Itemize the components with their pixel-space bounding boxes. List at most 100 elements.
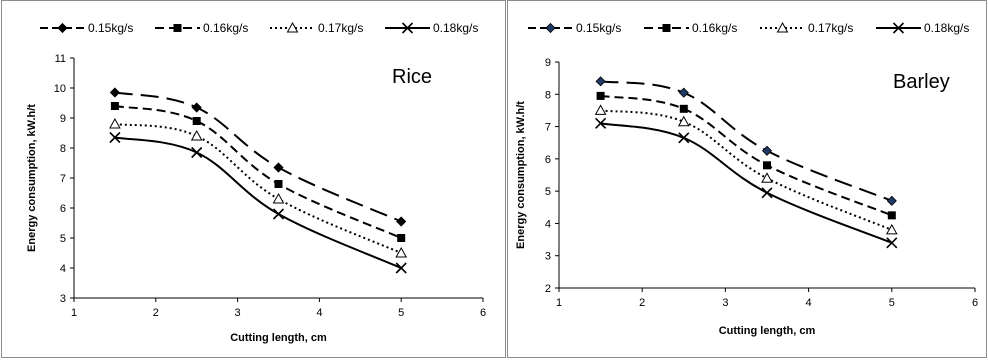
legend-marker xyxy=(57,22,68,34)
series-0.18kg/s xyxy=(595,117,898,249)
legend-label: 0.15kg/s xyxy=(88,21,133,35)
legend-label: 0.18kg/s xyxy=(433,21,478,35)
data-point xyxy=(761,145,773,156)
y-tick-label: 9 xyxy=(545,57,551,69)
legend-label: 0.17kg/s xyxy=(808,21,853,35)
series-0.15kg/s xyxy=(595,76,897,206)
data-point xyxy=(109,117,121,129)
legend-label: 0.16kg/s xyxy=(203,21,248,35)
y-tick-label: 11 xyxy=(55,53,66,65)
x-tick-label: 3 xyxy=(235,307,241,319)
y-tick-label: 5 xyxy=(545,186,551,198)
series-0.16kg/s xyxy=(596,91,896,220)
series-line xyxy=(600,109,893,231)
data-point xyxy=(677,115,690,127)
data-point xyxy=(273,162,284,173)
legend-marker xyxy=(892,22,905,34)
chart-annotation: Rice xyxy=(392,66,432,88)
legend-marker xyxy=(545,22,556,34)
data-point xyxy=(596,91,605,100)
data-point xyxy=(191,146,203,159)
data-point xyxy=(274,180,283,188)
data-point xyxy=(679,104,688,113)
x-tick-label: 6 xyxy=(480,307,486,319)
x-tick-label: 3 xyxy=(722,297,728,309)
data-point xyxy=(272,208,285,220)
legend-label: 0.17kg/s xyxy=(318,21,363,35)
legend-marker xyxy=(401,22,414,34)
x-axis-title: Cutting length, cm xyxy=(719,325,816,337)
data-point xyxy=(192,117,201,125)
x-tick-label: 2 xyxy=(153,307,159,319)
chart-panel-barley: 2 3 4 5 6 7 8 9 1 2 3 4 5 6 Cutting length, cm Energy c… xyxy=(507,0,987,358)
y-tick-label: 3 xyxy=(545,251,551,263)
y-tick-label: 4 xyxy=(60,263,66,275)
data-point xyxy=(763,161,771,170)
legend-marker xyxy=(286,21,299,33)
data-point xyxy=(678,87,689,98)
chart-annotation: Barley xyxy=(893,71,950,93)
series-0.16kg/s xyxy=(110,102,406,242)
series-line xyxy=(600,80,893,202)
y-tick-label: 5 xyxy=(60,233,66,245)
data-point xyxy=(110,102,119,110)
y-axis-title: Energy consumption, kW.h/t xyxy=(515,101,527,249)
data-point xyxy=(109,87,120,98)
x-tick-label: 5 xyxy=(398,307,404,319)
legend-marker xyxy=(776,21,789,33)
y-tick-label: 6 xyxy=(545,154,551,166)
y-tick-label: 3 xyxy=(60,293,66,305)
legend-label: 0.15kg/s xyxy=(576,21,621,35)
data-point xyxy=(886,237,898,249)
data-point xyxy=(887,211,896,220)
x-tick-label: 4 xyxy=(316,307,322,319)
data-point xyxy=(761,187,773,199)
data-point xyxy=(595,76,606,87)
data-point xyxy=(594,104,607,115)
legend-label: 0.16kg/s xyxy=(692,21,737,35)
data-point xyxy=(395,246,408,258)
series-0.18kg/s xyxy=(109,131,407,274)
legend-marker xyxy=(173,24,182,32)
y-tick-label: 2 xyxy=(545,283,551,295)
x-axis-title: Cutting length, cm xyxy=(230,332,327,344)
y-tick-label: 4 xyxy=(545,218,551,230)
x-tick-label: 1 xyxy=(556,297,562,309)
series-line xyxy=(114,136,402,269)
y-tick-label: 7 xyxy=(60,173,66,185)
x-tick-label: 5 xyxy=(889,297,895,309)
data-point xyxy=(595,117,607,129)
data-point xyxy=(397,234,406,242)
y-axis-title: Energy consumption, kW.h/t xyxy=(26,104,38,252)
x-tick-label: 1 xyxy=(71,307,77,319)
x-tick-label: 2 xyxy=(639,297,645,309)
series-line xyxy=(114,91,402,223)
series-0.15kg/s xyxy=(109,87,407,227)
legend: 0.15kg/s 0.16kg/s 0.17kg/s 0.18kg/s xyxy=(528,21,969,35)
x-tick-label: 6 xyxy=(972,297,978,309)
y-tick-label: 9 xyxy=(60,113,66,125)
data-point xyxy=(272,192,285,204)
y-tick-label: 6 xyxy=(60,203,66,215)
series-0.17kg/s xyxy=(594,104,898,235)
x-tick-label: 4 xyxy=(806,297,812,309)
series-line xyxy=(114,123,402,254)
data-point xyxy=(678,132,690,144)
legend-marker xyxy=(662,24,671,32)
y-tick-label: 7 xyxy=(545,122,551,134)
legend-label: 0.18kg/s xyxy=(924,21,969,35)
data-point xyxy=(761,172,773,183)
chart-panel-rice: 3 4 5 6 7 8 9 10 11 1 2 3 4 5 6 Cutting length, cm Energ… xyxy=(1,0,506,358)
data-point xyxy=(396,216,407,227)
data-point xyxy=(109,131,121,144)
series-line xyxy=(600,122,893,244)
data-point xyxy=(395,262,407,274)
series-line xyxy=(600,94,893,217)
data-point xyxy=(885,223,898,235)
data-point xyxy=(886,195,897,206)
y-tick-label: 8 xyxy=(60,143,66,155)
y-tick-label: 8 xyxy=(545,89,551,101)
data-point xyxy=(190,129,203,141)
